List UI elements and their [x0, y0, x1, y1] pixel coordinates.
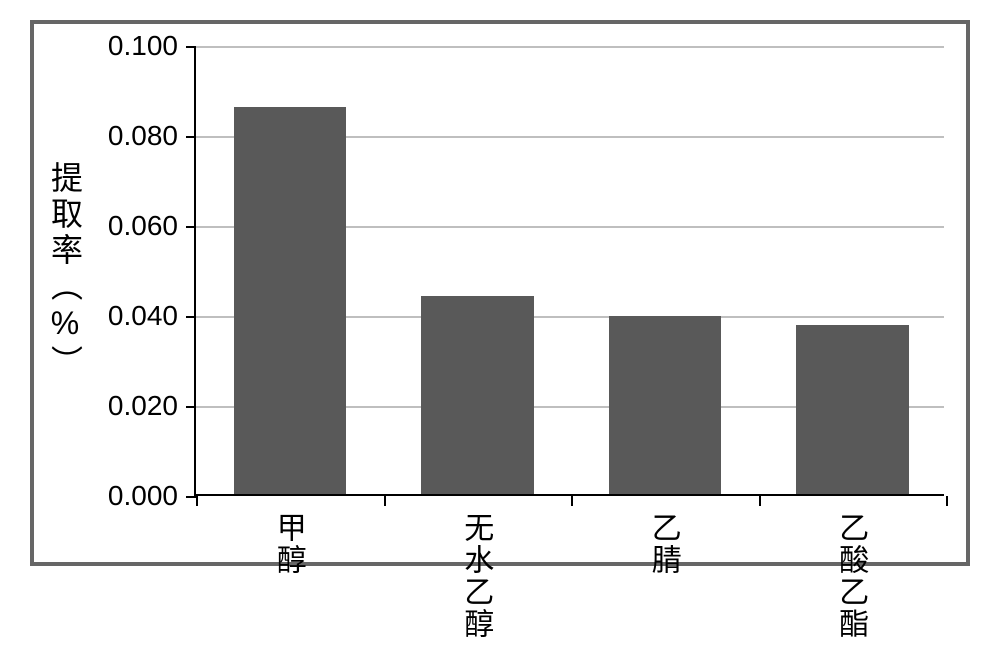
y-tick [186, 406, 196, 408]
y-tick [186, 46, 196, 48]
x-tick [196, 496, 198, 506]
x-tick-label: 乙腈 [641, 512, 685, 576]
x-tick-label: 无水乙醇 [453, 512, 497, 640]
x-tick [759, 496, 761, 506]
x-tick [946, 496, 948, 506]
y-tick-label: 0.020 [58, 390, 178, 422]
x-tick [384, 496, 386, 506]
y-tick [186, 316, 196, 318]
y-tick-label: 0.040 [58, 300, 178, 332]
x-tick [571, 496, 573, 506]
y-tick [186, 496, 196, 498]
bar [609, 316, 722, 494]
chart-frame: 提取率（%） 0.0000.0200.0400.0600.0800.100 甲醇… [30, 20, 970, 566]
y-tick-label: 0.080 [58, 120, 178, 152]
x-tick-label: 乙酸乙酯 [828, 512, 872, 640]
y-tick-label: 0.100 [58, 30, 178, 62]
y-tick [186, 136, 196, 138]
bar [421, 296, 534, 494]
plot-area [194, 46, 944, 496]
y-axis-title: 提取率（%） [42, 161, 88, 381]
y-tick-label: 0.060 [58, 210, 178, 242]
x-tick-label: 甲醇 [266, 512, 310, 576]
grid-line [196, 46, 944, 48]
bar [234, 107, 347, 494]
bar [796, 325, 909, 494]
y-tick [186, 226, 196, 228]
y-tick-label: 0.000 [58, 480, 178, 512]
